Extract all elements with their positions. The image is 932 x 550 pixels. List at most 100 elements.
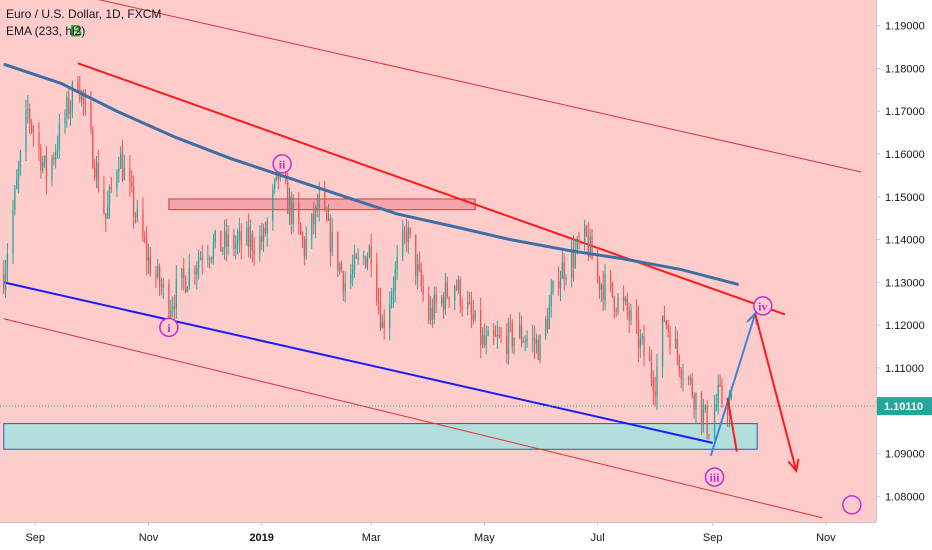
resistance-zone bbox=[168, 198, 476, 211]
candle bbox=[494, 325, 497, 338]
wave-label-text: iv bbox=[758, 299, 767, 313]
candle-body bbox=[123, 168, 125, 180]
candle bbox=[428, 286, 430, 325]
candle-body bbox=[225, 231, 228, 247]
candle-body bbox=[704, 405, 706, 410]
candle bbox=[30, 119, 33, 134]
candle bbox=[337, 231, 339, 278]
price-tick-label: 1.17000 bbox=[885, 106, 925, 118]
candle bbox=[370, 233, 372, 278]
candle bbox=[363, 250, 365, 266]
candle bbox=[493, 323, 495, 345]
candle-body bbox=[6, 254, 9, 271]
projection-down-arrow-shaft bbox=[754, 314, 798, 471]
candle-body bbox=[470, 302, 473, 315]
candle-body bbox=[643, 336, 645, 356]
candle bbox=[422, 274, 424, 302]
candle bbox=[69, 99, 72, 126]
candle bbox=[108, 184, 111, 220]
candle-body bbox=[665, 321, 667, 325]
candle-body bbox=[249, 233, 252, 247]
candle-body bbox=[32, 129, 35, 133]
candle bbox=[483, 323, 486, 349]
candle-body bbox=[390, 294, 393, 305]
candle-body bbox=[30, 121, 33, 130]
candle-body bbox=[40, 147, 42, 171]
candle-body bbox=[353, 255, 356, 269]
candle-body bbox=[544, 319, 547, 336]
candle-body bbox=[381, 320, 383, 329]
candle-body bbox=[637, 319, 640, 349]
candle bbox=[45, 145, 48, 195]
price-tick-label: 1.08000 bbox=[885, 491, 925, 503]
candle bbox=[149, 247, 151, 277]
candle bbox=[123, 154, 125, 181]
candle-body bbox=[56, 149, 59, 152]
candle-body bbox=[519, 324, 521, 338]
candle-body bbox=[144, 237, 146, 241]
candle-body bbox=[444, 282, 447, 310]
candle-body bbox=[368, 246, 370, 258]
candle-body bbox=[396, 256, 398, 269]
candle-body bbox=[173, 306, 176, 309]
candle bbox=[68, 88, 70, 120]
candle-body bbox=[181, 268, 183, 279]
candle-body bbox=[105, 212, 107, 219]
candle-body bbox=[12, 209, 14, 255]
candle bbox=[652, 369, 654, 406]
candle-body bbox=[441, 297, 443, 304]
candle bbox=[687, 375, 690, 386]
candle-body bbox=[583, 226, 586, 243]
candle-body bbox=[227, 235, 229, 247]
candle bbox=[368, 244, 370, 259]
time-tick-label: Mar bbox=[362, 532, 381, 544]
candle bbox=[676, 330, 679, 366]
candle bbox=[578, 232, 580, 250]
candle bbox=[650, 349, 653, 387]
candle-body bbox=[494, 335, 497, 337]
candle bbox=[210, 256, 213, 264]
candle bbox=[3, 260, 5, 295]
candle bbox=[266, 217, 268, 248]
candle-body bbox=[92, 129, 94, 169]
candle bbox=[454, 285, 456, 311]
candle-body bbox=[97, 163, 100, 189]
candle bbox=[678, 354, 680, 378]
candle bbox=[106, 190, 109, 219]
time-tick-label: 2019 bbox=[249, 532, 273, 544]
candle-body bbox=[357, 258, 359, 260]
candle-body bbox=[119, 153, 122, 169]
candle-body bbox=[220, 230, 222, 252]
candle bbox=[587, 221, 589, 262]
candle bbox=[119, 146, 122, 169]
symbol-title: Euro / U.S. Dollar, 1D, FXCM bbox=[6, 7, 162, 21]
candle-body bbox=[641, 336, 643, 338]
candle bbox=[481, 327, 484, 349]
candle-body bbox=[498, 335, 500, 337]
candle bbox=[552, 280, 554, 296]
candle bbox=[689, 374, 692, 386]
candle-body bbox=[262, 227, 265, 242]
candle-body bbox=[210, 257, 213, 260]
candle-body bbox=[472, 314, 474, 320]
candle-body bbox=[305, 238, 307, 257]
candle-body bbox=[546, 319, 549, 329]
candle-body bbox=[338, 263, 341, 271]
last-price-tag-bg bbox=[877, 397, 932, 416]
candle-body bbox=[68, 97, 70, 114]
last-price-tag: 1.10110 bbox=[877, 397, 932, 416]
candle bbox=[641, 333, 643, 345]
candle-body bbox=[624, 298, 627, 302]
candle-body bbox=[379, 302, 382, 329]
candle bbox=[40, 143, 42, 179]
candle bbox=[706, 399, 708, 440]
candle-body bbox=[145, 240, 148, 261]
wave-label-circle bbox=[753, 296, 773, 316]
candle bbox=[574, 238, 576, 269]
candle bbox=[519, 312, 521, 340]
candle-body bbox=[596, 259, 599, 277]
projection-drop-line bbox=[726, 397, 738, 452]
candle-body bbox=[676, 339, 679, 356]
candle-body bbox=[236, 238, 239, 244]
